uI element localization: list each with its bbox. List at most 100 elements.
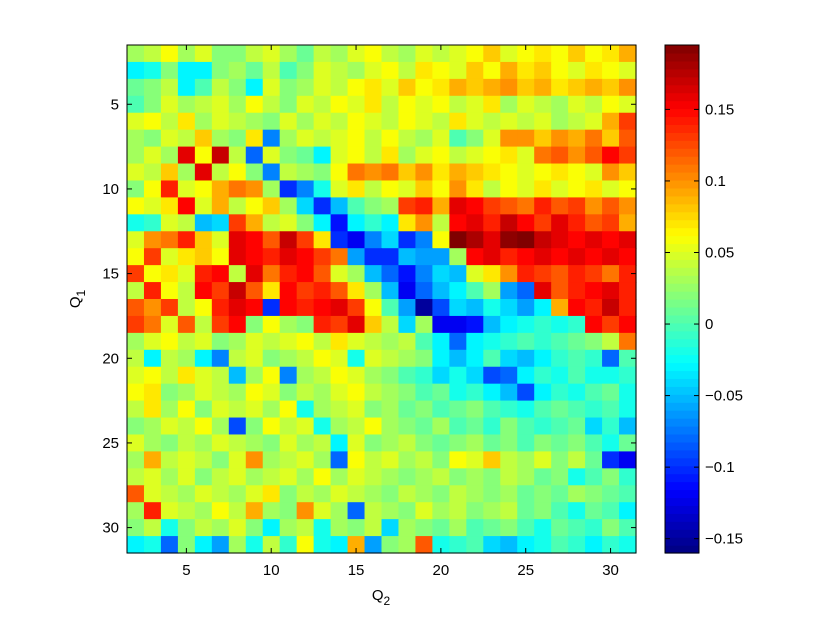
heatmap-cell xyxy=(127,231,145,249)
heatmap-cell xyxy=(279,45,298,63)
heatmap-cell xyxy=(177,112,196,131)
heatmap-cell xyxy=(619,502,637,520)
heatmap-cell xyxy=(466,332,484,351)
heatmap-cell xyxy=(602,163,620,182)
heatmap-cell xyxy=(245,400,264,419)
heatmap-cell xyxy=(466,78,484,97)
heatmap-cell xyxy=(211,536,230,554)
heatmap-cell xyxy=(568,417,586,436)
heatmap-cell xyxy=(127,214,145,232)
heatmap-cell xyxy=(177,78,196,97)
colorbar-band xyxy=(665,76,699,86)
heatmap-cell xyxy=(568,434,586,452)
heatmap-cell xyxy=(279,332,298,351)
heatmap-cell xyxy=(449,61,467,80)
heatmap-cell xyxy=(585,248,603,266)
heatmap-cell xyxy=(143,417,162,436)
heatmap-cell xyxy=(127,180,145,198)
heatmap-cell xyxy=(127,197,145,215)
heatmap-cell xyxy=(551,434,569,452)
heatmap-cell xyxy=(347,163,366,182)
heatmap-cell xyxy=(602,248,620,266)
heatmap-cell xyxy=(228,485,247,503)
colorbar-band xyxy=(665,306,699,316)
colorbar-band xyxy=(665,473,699,483)
heatmap-cell xyxy=(127,502,145,520)
heatmap-cell xyxy=(381,332,400,351)
heatmap-cell xyxy=(449,163,467,182)
heatmap-cell xyxy=(279,315,298,334)
heatmap-cell xyxy=(381,400,400,419)
heatmap-cell xyxy=(517,417,535,436)
heatmap-cell xyxy=(551,383,569,402)
heatmap-cell xyxy=(602,485,620,503)
heatmap-cell xyxy=(483,451,501,469)
heatmap-cell xyxy=(585,315,603,334)
heatmap-cell xyxy=(313,434,332,452)
heatmap-cell xyxy=(228,78,247,97)
heatmap-cell xyxy=(330,282,349,300)
heatmap-cell xyxy=(381,129,400,148)
heatmap-cell xyxy=(127,129,145,148)
heatmap-cell xyxy=(364,366,383,385)
colorbar-band xyxy=(665,283,699,292)
heatmap-cell xyxy=(228,349,247,368)
heatmap-cell xyxy=(262,112,281,131)
heatmap-cell xyxy=(211,366,230,385)
heatmap-cell xyxy=(466,451,484,469)
heatmap-cell xyxy=(585,502,603,520)
heatmap-cell xyxy=(398,282,417,300)
heatmap-cell xyxy=(296,129,315,148)
heatmap-cell xyxy=(568,61,586,80)
heatmap-cell xyxy=(534,434,552,452)
heatmap-cell xyxy=(211,451,230,469)
heatmap-cell xyxy=(619,400,637,419)
heatmap-cell xyxy=(500,451,518,469)
heatmap-cell xyxy=(534,45,552,63)
heatmap-cell xyxy=(602,519,620,537)
heatmap-cell xyxy=(449,434,467,452)
heatmap-cell xyxy=(313,180,332,198)
x-tick-label: 15 xyxy=(348,562,365,579)
heatmap-cell xyxy=(228,299,247,317)
heatmap-cell xyxy=(347,61,366,80)
heatmap-cell xyxy=(500,45,518,63)
heatmap-cell xyxy=(568,231,586,249)
heatmap-cell xyxy=(534,485,552,503)
heatmap-cell xyxy=(517,299,535,317)
heatmap-cell xyxy=(432,61,450,80)
heatmap-cell xyxy=(398,112,417,131)
heatmap-cell xyxy=(177,536,196,554)
heatmap-cell xyxy=(160,45,179,63)
colorbar-band xyxy=(665,537,699,546)
heatmap-cell xyxy=(415,214,433,232)
heatmap-cell xyxy=(279,417,298,436)
heatmap-cell xyxy=(466,61,484,80)
heatmap-cell xyxy=(381,366,400,385)
heatmap-cell xyxy=(160,163,179,182)
heatmap-cell xyxy=(262,332,281,351)
heatmap-cell xyxy=(398,315,417,334)
heatmap-cell xyxy=(398,214,417,232)
heatmap-cell xyxy=(364,146,383,165)
heatmap-cell xyxy=(534,400,552,419)
heatmap-cell xyxy=(262,485,281,503)
heatmap-cell xyxy=(551,349,569,368)
heatmap-cell xyxy=(279,519,298,537)
heatmap-cell xyxy=(534,231,552,249)
colorbar-ticks: 0.15 0.1 0.05 0 −0.05 −0.1 −0.15 xyxy=(665,101,743,548)
heatmap-cell xyxy=(398,45,417,63)
heatmap-cell xyxy=(534,265,552,283)
heatmap-cell xyxy=(517,434,535,452)
heatmap-cell xyxy=(466,282,484,300)
heatmap-cell xyxy=(211,163,230,182)
heatmap-cell xyxy=(517,282,535,300)
heatmap-cell xyxy=(466,536,484,554)
heatmap-cell xyxy=(585,129,603,148)
colorbar-band xyxy=(665,322,699,332)
heatmap-cell xyxy=(551,214,569,232)
heatmap-cell xyxy=(415,45,433,63)
heatmap-cell xyxy=(177,332,196,351)
heatmap-cell xyxy=(568,112,586,131)
heatmap-cell xyxy=(347,519,366,537)
